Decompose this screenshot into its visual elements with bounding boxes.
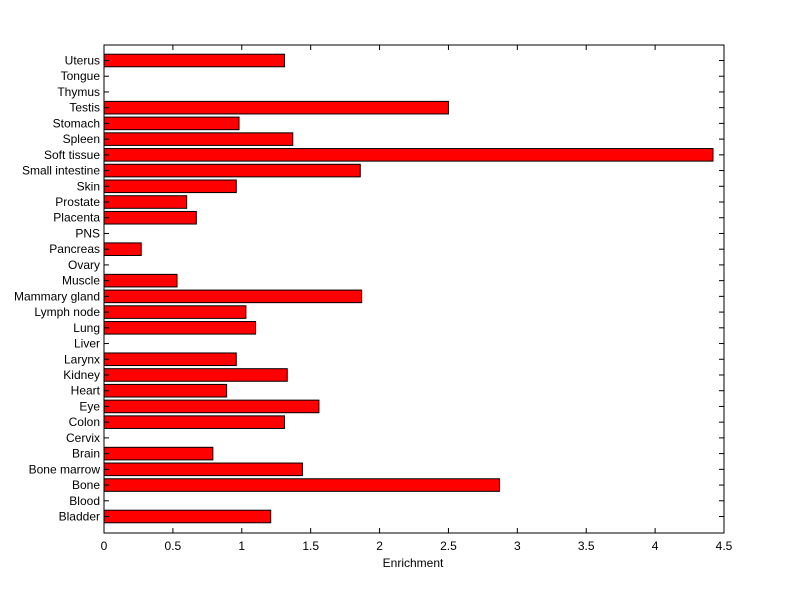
- bar-prostate: [103, 195, 188, 209]
- y-tick-label: Testis: [69, 101, 100, 115]
- bar-muscle: [103, 273, 178, 288]
- x-tick-label: 4.5: [716, 539, 733, 553]
- y-tick-label: Skin: [77, 179, 100, 193]
- bar-lung: [103, 321, 257, 335]
- y-tick-label: Colon: [69, 415, 100, 429]
- bar-placenta: [103, 210, 197, 225]
- y-tick-label: Larynx: [64, 352, 100, 366]
- bar-bone: [103, 478, 500, 492]
- x-axis-label: Enrichment: [383, 556, 444, 570]
- y-tick-label: PNS: [75, 226, 100, 240]
- y-tick-label: Cervix: [66, 431, 100, 445]
- bar-testis: [103, 100, 449, 115]
- x-tick-label: 1.5: [302, 539, 319, 553]
- bar-spleen: [103, 132, 294, 146]
- bar-bone-marrow: [103, 462, 303, 477]
- bar-skin: [103, 179, 237, 194]
- x-tick-label: 3: [514, 539, 521, 553]
- y-tick-label: Muscle: [62, 274, 100, 288]
- x-tick-label: 4: [652, 539, 659, 553]
- y-tick-label: Bladder: [59, 510, 100, 524]
- bar-colon: [103, 415, 285, 429]
- y-tick-label: Prostate: [55, 195, 100, 209]
- y-tick-label: Bone: [72, 478, 100, 492]
- bar-stomach: [103, 116, 240, 131]
- y-tick-label: Mammary gland: [14, 289, 100, 303]
- ticks-group: [103, 45, 725, 533]
- x-tick-label: 0: [101, 539, 108, 553]
- y-tick-label: Pancreas: [49, 242, 100, 256]
- y-tick-label: Brain: [72, 447, 100, 461]
- y-tick-label: Small intestine: [22, 164, 100, 178]
- y-tick-label: Lung: [73, 321, 100, 335]
- bar-brain: [103, 446, 214, 461]
- x-tick-label: 2.5: [440, 539, 457, 553]
- y-tick-label: Soft tissue: [44, 148, 100, 162]
- y-tick-label: Bone marrow: [29, 462, 101, 476]
- bar-bladder: [103, 509, 272, 524]
- y-tick-label: Blood: [69, 494, 100, 508]
- y-tick-label: Thymus: [57, 85, 100, 99]
- bar-soft-tissue: [103, 148, 714, 162]
- y-tick-label: Lymph node: [34, 305, 100, 319]
- y-tick-label: Uterus: [65, 54, 100, 68]
- y-tick-label: Liver: [74, 337, 100, 351]
- bar-pancreas: [103, 242, 142, 256]
- bar-small-intestine: [103, 163, 361, 178]
- y-tick-label: Spleen: [63, 132, 100, 146]
- bar-uterus: [103, 53, 285, 68]
- x-tick-labels: 0 0.5 1 1.5 2 2.5 3 3.5 4 4.5: [101, 539, 733, 553]
- y-tick-label: Kidney: [63, 368, 100, 382]
- x-tick-label: 1: [238, 539, 245, 553]
- bar-heart: [103, 383, 228, 398]
- y-tick-label: Eye: [79, 399, 100, 413]
- bar-mammary-gland: [103, 289, 363, 304]
- y-tick-label: Heart: [71, 384, 101, 398]
- y-tick-label: Stomach: [53, 116, 100, 130]
- bar-eye: [103, 399, 320, 414]
- y-tick-label: Tongue: [61, 69, 101, 83]
- bar-lymph-node: [103, 305, 247, 319]
- bar-kidney: [103, 368, 288, 382]
- x-tick-label: 2: [376, 539, 383, 553]
- x-tick-label: 3.5: [578, 539, 595, 553]
- y-tick-label: Placenta: [53, 211, 100, 225]
- x-tick-label: 0.5: [165, 539, 182, 553]
- y-tick-label: Ovary: [68, 258, 100, 272]
- bar-larynx: [103, 352, 237, 367]
